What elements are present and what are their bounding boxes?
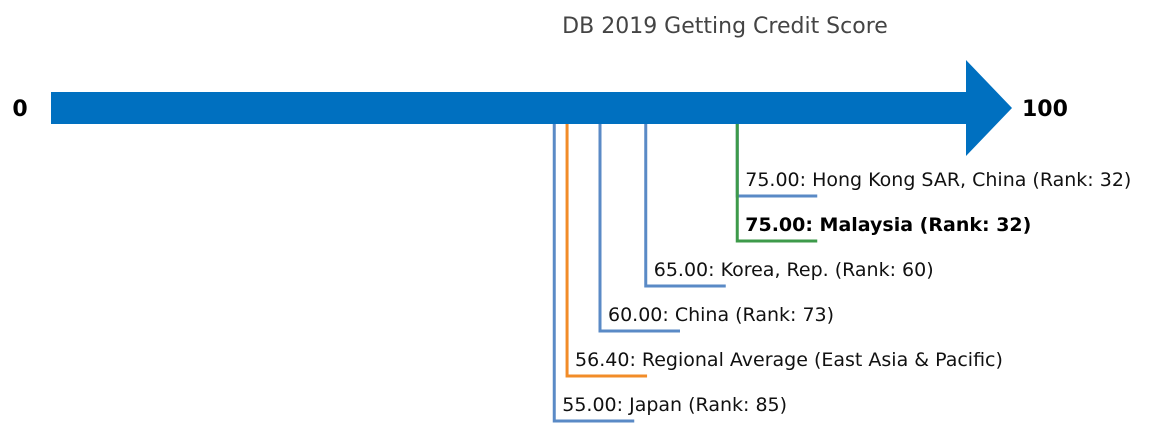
marker-line — [644, 124, 726, 288]
marker-line — [552, 124, 635, 423]
x-tick-label: 100 — [1022, 97, 1068, 122]
axis-arrow — [51, 60, 1012, 156]
marker-line — [598, 124, 680, 333]
marker-label: 56.40: Regional Average (East Asia & Pac… — [575, 349, 1003, 371]
x-tick-label: 0 — [12, 97, 27, 122]
chart-title: DB 2019 Getting Credit Score — [562, 14, 888, 39]
marker-label: 75.00: Hong Kong SAR, China (Rank: 32) — [745, 169, 1131, 191]
marker-line — [735, 124, 818, 243]
marker-line — [565, 124, 648, 378]
marker-label: 65.00: Korea, Rep. (Rank: 60) — [654, 259, 934, 281]
marker-label: 60.00: China (Rank: 73) — [608, 304, 834, 326]
marker-label: 55.00: Japan (Rank: 85) — [562, 394, 787, 416]
marker-label: 75.00: Malaysia (Rank: 32) — [745, 214, 1031, 236]
